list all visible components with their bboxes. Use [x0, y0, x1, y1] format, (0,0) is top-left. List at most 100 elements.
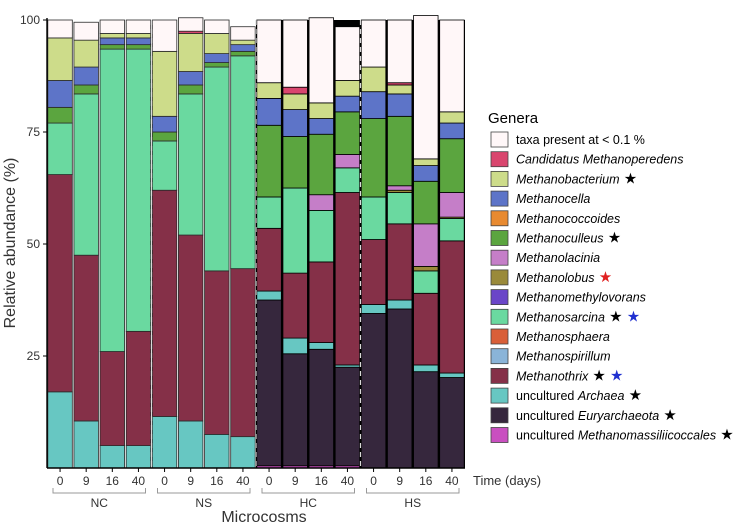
bar-segment [387, 185, 413, 191]
bar-segment [256, 227, 282, 292]
bar-segment [178, 17, 204, 32]
bar-segment [308, 17, 334, 104]
bar-segment [387, 84, 413, 95]
bar-segment [282, 93, 308, 110]
bar-segment [47, 106, 73, 124]
bar-segment [439, 192, 465, 218]
bar-segment [282, 337, 308, 355]
bar-segment [73, 84, 99, 95]
bar-segment [204, 33, 230, 54]
legend-label: Methanocella [516, 192, 590, 206]
bar-segment [360, 196, 387, 240]
x-tick-label: 9 [396, 474, 403, 488]
legend-swatch [490, 190, 509, 207]
x-tick-label: 16 [315, 474, 329, 488]
bar-segment [230, 39, 256, 46]
bar-segment [439, 218, 465, 242]
legend-label: Methanosphaera [516, 330, 610, 344]
bar-segment [387, 93, 413, 117]
legend-label: Methanothrix ★ ★ [516, 367, 624, 384]
bar-segment [47, 122, 73, 175]
group-label: NC [91, 496, 109, 510]
bar-segment [439, 19, 465, 113]
x-tick-label: 9 [83, 474, 90, 488]
bar-segment [413, 165, 439, 182]
bar-segment [282, 19, 308, 88]
legend-label: Methanococcoides [516, 212, 620, 226]
bar-segment [413, 364, 439, 373]
bar-segment [308, 209, 334, 263]
bar-segment [178, 420, 204, 469]
bar-segment [99, 19, 125, 34]
bar-segment [73, 39, 99, 68]
legend-swatch [490, 367, 509, 384]
bar-segment [334, 80, 361, 97]
bar-segment [256, 299, 282, 467]
legend: Genera taxa present at < 0.1 % Candidatus… [488, 110, 734, 444]
time-axis-label: Time (days) [473, 473, 541, 488]
bar-segment [99, 445, 125, 469]
legend-swatch [490, 348, 509, 365]
x-tick-label: 40 [341, 474, 355, 488]
legend-swatch [490, 427, 509, 443]
bar-segment [230, 436, 256, 469]
bar-segment [151, 50, 178, 117]
bar-segment [387, 192, 413, 225]
legend-swatch [490, 328, 509, 345]
group-bracket [52, 488, 146, 494]
bar-segment [413, 265, 439, 272]
bar-segment [178, 234, 204, 422]
legend-swatch [490, 131, 509, 148]
bar-segment [99, 33, 125, 39]
bar-segment [413, 371, 439, 469]
x-tick-label: 40 [132, 474, 146, 488]
bar-segment [360, 239, 387, 305]
legend-label: Methanomethylovorans [516, 291, 646, 305]
significance-star: ★ [604, 230, 622, 247]
group-label: HC [300, 496, 318, 510]
bar-segment [360, 66, 387, 93]
bar-segment [125, 44, 152, 50]
legend-swatch [490, 230, 509, 246]
legend-label: uncultured Euryarchaeota ★ [516, 407, 677, 424]
x-tick-label: 16 [210, 474, 224, 488]
x-tick-label: 0 [266, 474, 273, 488]
legend-label: Methanoculleus ★ [516, 230, 621, 247]
bar-segment [387, 299, 413, 310]
significance-star: ★ [624, 387, 642, 404]
significance-star: ★ [716, 427, 734, 444]
x-tick-label: 9 [187, 474, 194, 488]
bar-segment [99, 48, 125, 352]
bar-segment [308, 118, 334, 135]
significance-star: ★ [659, 407, 677, 424]
bar-segment [204, 66, 230, 272]
bar-segment [360, 313, 387, 469]
bar-segment [360, 19, 387, 68]
bar-segment [308, 342, 334, 350]
x-tick-label: 16 [106, 474, 120, 488]
group-label: NS [195, 496, 212, 510]
bar-segment [73, 254, 99, 422]
x-axis-label: Microcosms [221, 509, 306, 526]
bar-segment [413, 158, 439, 167]
legend-swatch [490, 151, 509, 168]
bar-segment [334, 95, 361, 113]
legend-swatch [490, 210, 509, 227]
significance-star: ★ [606, 367, 624, 384]
bar-segment [151, 115, 178, 133]
bar-segment [47, 391, 73, 469]
y-tick-label: 25 [27, 349, 41, 363]
group-bracket [261, 488, 355, 494]
legend-swatch [490, 289, 509, 306]
bar-segment [334, 111, 361, 155]
y-axis-label: Relative abundance (%) [2, 158, 19, 329]
bar-segment [47, 37, 73, 81]
bar-segment [151, 131, 178, 142]
legend-label: Methanolacinia [516, 251, 600, 265]
bar-segment [256, 290, 282, 301]
bar-segment [178, 84, 204, 95]
bar-segment [439, 240, 465, 374]
y-tick-label: 75 [27, 125, 41, 139]
bar-segment [204, 62, 230, 68]
legend-swatch [490, 308, 509, 325]
